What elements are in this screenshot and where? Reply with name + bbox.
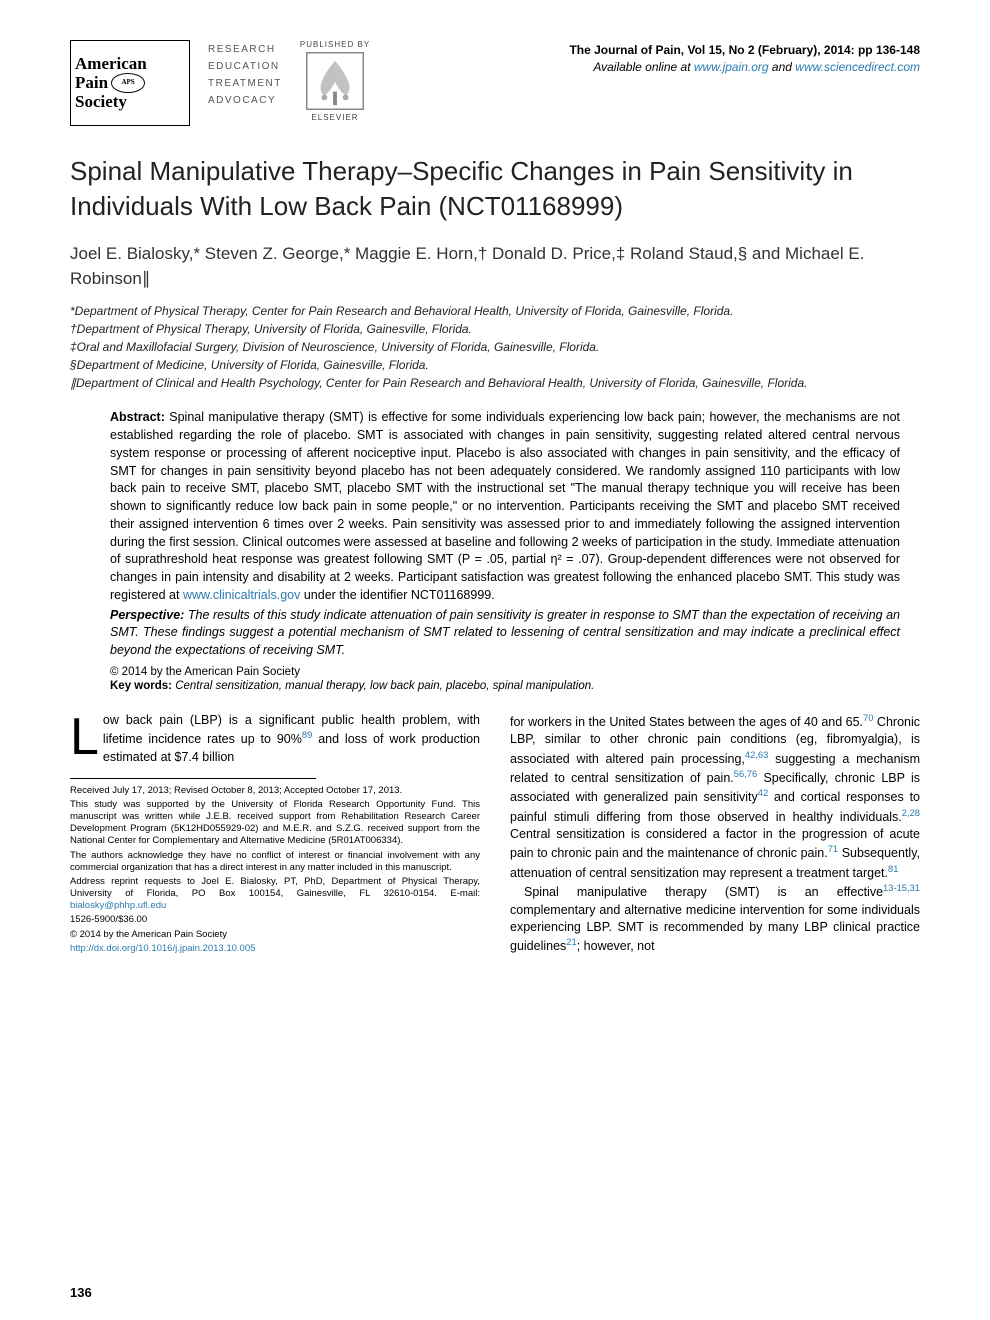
aps-logo-pain-row: Pain APS	[75, 73, 185, 93]
elsevier-block: PUBLISHED BY ELSEVIER	[300, 40, 370, 122]
ref-13-15-31[interactable]: 13-15,31	[883, 883, 920, 893]
doi-link[interactable]: http://dx.doi.org/10.1016/j.jpain.2013.1…	[70, 943, 255, 954]
keywords-text: Central sensitization, manual therapy, l…	[172, 680, 594, 692]
elsevier-tree-icon	[306, 52, 364, 110]
abstract-block: Abstract: Spinal manipulative therapy (S…	[110, 409, 900, 692]
body-right-p2: Spinal manipulative therapy (SMT) is an …	[510, 882, 920, 955]
avail-mid: and	[769, 60, 796, 74]
copyright: © 2014 by the American Pain Society	[110, 666, 900, 678]
aps-logo: American Pain APS Society	[70, 40, 190, 126]
ref-56-76[interactable]: 56,76	[734, 769, 757, 779]
article-title: Spinal Manipulative Therapy–Specific Cha…	[70, 154, 920, 224]
footnote-issn: 1526-5900/$36.00	[70, 914, 480, 926]
sciencedirect-link[interactable]: www.sciencedirect.com	[795, 60, 920, 74]
footnote-reprint: Address reprint requests to Joel E. Bial…	[70, 876, 480, 912]
journal-citation: The Journal of Pain, Vol 15, No 2 (Febru…	[569, 42, 920, 59]
tag-education: EDUCATION	[208, 61, 282, 72]
avail-pre: Available online at	[593, 60, 694, 74]
perspective-text: The results of this study indicate atten…	[110, 608, 900, 658]
affil-3: ‡Oral and Maxillofacial Surgery, Divisio…	[70, 339, 920, 356]
header-row: American Pain APS Society RESEARCH EDUCA…	[70, 40, 920, 126]
clinicaltrials-link[interactable]: www.clinicaltrials.gov	[183, 588, 300, 602]
header-left: American Pain APS Society RESEARCH EDUCA…	[70, 40, 370, 126]
journal-availability: Available online at www.jpain.org and ww…	[569, 59, 920, 76]
body-right-p1: for workers in the United States between…	[510, 712, 920, 882]
abstract: Abstract: Spinal manipulative therapy (S…	[110, 409, 900, 604]
rp1a: for workers in the United States between…	[510, 715, 863, 729]
affiliations: *Department of Physical Therapy, Center …	[70, 303, 920, 391]
rp2c: ; however, not	[577, 939, 655, 953]
ref-2-28[interactable]: 2,28	[902, 808, 920, 818]
rp2a: Spinal manipulative therapy (SMT) is an …	[524, 885, 883, 899]
footnote-funding: This study was supported by the Universi…	[70, 799, 480, 848]
aps-logo-line1: American	[75, 55, 185, 73]
ref-21[interactable]: 21	[566, 937, 576, 947]
abstract-label: Abstract:	[110, 410, 165, 424]
tag-advocacy: ADVOCACY	[208, 95, 282, 106]
right-column: for workers in the United States between…	[510, 712, 920, 957]
aps-logo-line3: Society	[75, 93, 185, 111]
tag-research: RESEARCH	[208, 44, 282, 55]
affil-4: §Department of Medicine, University of F…	[70, 357, 920, 374]
affil-2: †Department of Physical Therapy, Univers…	[70, 321, 920, 338]
footnote-doi: http://dx.doi.org/10.1016/j.jpain.2013.1…	[70, 943, 480, 955]
perspective: Perspective: The results of this study i…	[110, 607, 900, 660]
journal-info: The Journal of Pain, Vol 15, No 2 (Febru…	[569, 42, 920, 76]
ref-70[interactable]: 70	[863, 713, 873, 723]
keywords-label: Key words:	[110, 680, 172, 692]
keywords: Key words: Central sensitization, manual…	[110, 680, 900, 692]
footnote-rule	[70, 778, 316, 779]
authors: Joel E. Bialosky,* Steven Z. George,* Ma…	[70, 242, 920, 291]
aps-logo-line2: Pain	[75, 74, 108, 92]
page-number: 136	[70, 1285, 92, 1300]
ref-89[interactable]: 89	[302, 730, 312, 740]
logo-tags: RESEARCH EDUCATION TREATMENT ADVOCACY	[208, 44, 282, 106]
affil-1: *Department of Physical Therapy, Center …	[70, 303, 920, 320]
tag-treatment: TREATMENT	[208, 78, 282, 89]
jpain-link[interactable]: www.jpain.org	[694, 60, 769, 74]
body-p1: Low back pain (LBP) is a significant pub…	[70, 712, 480, 766]
ref-42-63[interactable]: 42,63	[745, 750, 768, 760]
body-columns: Low back pain (LBP) is a significant pub…	[70, 712, 920, 957]
footnote-received: Received July 17, 2013; Revised October …	[70, 785, 480, 797]
affil-5: ∥Department of Clinical and Health Psych…	[70, 375, 920, 392]
dropcap: L	[70, 712, 103, 759]
elsevier-label: ELSEVIER	[311, 113, 358, 122]
aps-eye-icon: APS	[111, 73, 145, 93]
left-column: Low back pain (LBP) is a significant pub…	[70, 712, 480, 957]
footnote-coi: The authors acknowledge they have no con…	[70, 850, 480, 874]
abstract-text-pre: Spinal manipulative therapy (SMT) is eff…	[110, 410, 900, 602]
footnote-copyright: © 2014 by the American Pain Society	[70, 929, 480, 941]
published-by-label: PUBLISHED BY	[300, 40, 370, 49]
perspective-label: Perspective:	[110, 608, 184, 622]
abstract-text-post: under the identifier NCT01168999.	[300, 588, 494, 602]
reprint-pre: Address reprint requests to Joel E. Bial…	[70, 876, 480, 899]
email-link[interactable]: bialosky@phhp.ufl.edu	[70, 900, 166, 911]
ref-42[interactable]: 42	[758, 788, 768, 798]
ref-71[interactable]: 71	[828, 844, 838, 854]
ref-81[interactable]: 81	[888, 864, 898, 874]
footnotes: Received July 17, 2013; Revised October …	[70, 785, 480, 955]
